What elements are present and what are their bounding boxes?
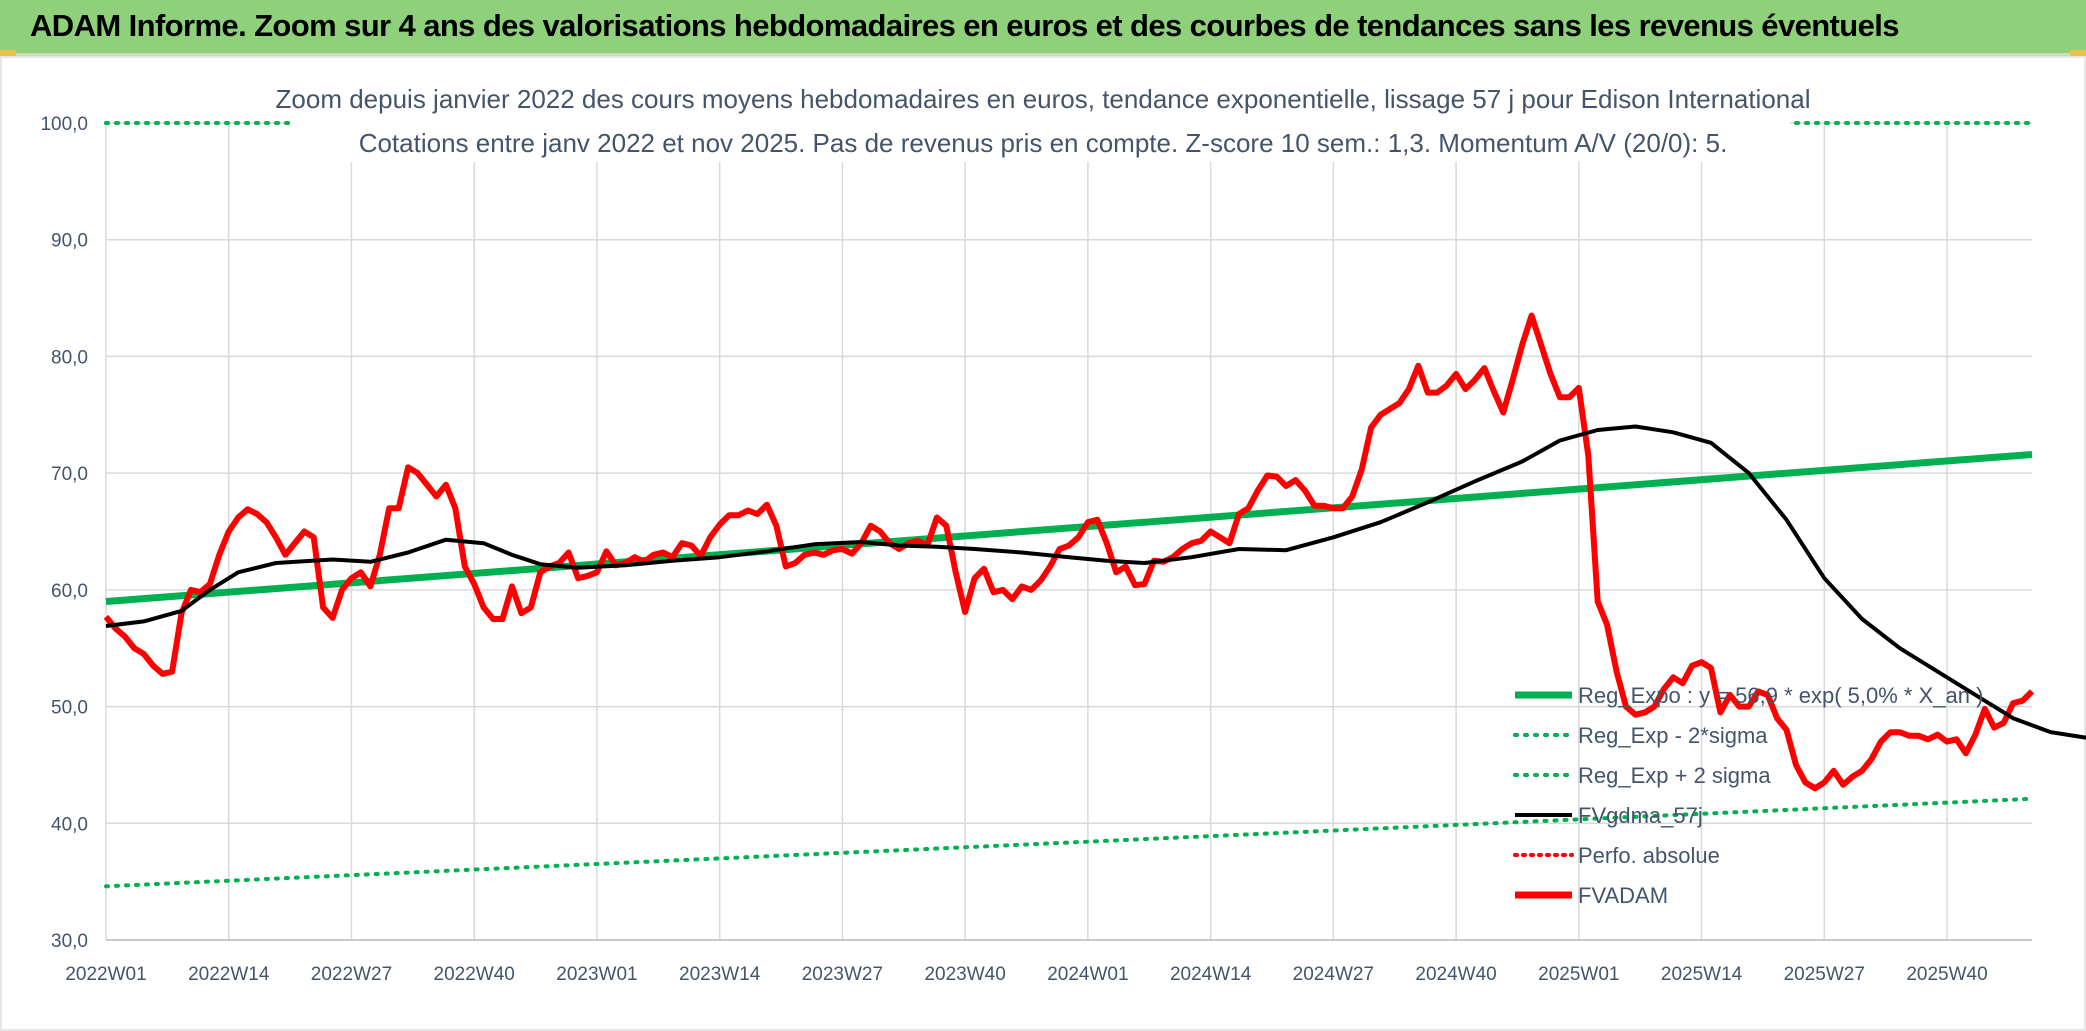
chart-subtitle-2: Cotations entre janv 2022 et nov 2025. P… xyxy=(359,128,1728,158)
series-fvadam xyxy=(103,312,2035,792)
y-tick-label: 40,0 xyxy=(51,814,88,835)
x-axis-ticks: 2022W01 2022W14 2022W27 2022W40 2023W01 2023W… xyxy=(65,964,1987,985)
report-header: ADAM Informe. Zoom sur 4 ans des valoris… xyxy=(0,0,2086,56)
y-tick-label: 100,0 xyxy=(40,114,88,135)
x-tick-label: 2023W14 xyxy=(679,964,761,985)
y-tick-label: 50,0 xyxy=(51,698,88,719)
legend-entry: Perfo. absolue xyxy=(1578,843,1720,868)
header-accent-left xyxy=(0,50,16,56)
x-tick-label: 2024W01 xyxy=(1047,964,1128,985)
x-tick-label: 2022W40 xyxy=(434,964,515,985)
chart-series xyxy=(103,121,2086,889)
x-tick-label: 2024W14 xyxy=(1170,964,1252,985)
legend-entry: Reg_Exp + 2 sigma xyxy=(1578,763,1771,788)
chart-grid xyxy=(105,122,2032,941)
subtitle-background xyxy=(290,78,1790,162)
x-tick-label: 2025W01 xyxy=(1538,964,1619,985)
y-tick-label: 70,0 xyxy=(51,464,88,485)
x-tick-label: 2022W27 xyxy=(311,964,392,985)
y-tick-label: 60,0 xyxy=(51,581,88,602)
y-axis-ticks: 100,0 90,0 80,0 70,0 60,0 50,0 40,0 30,0 xyxy=(40,114,88,952)
legend-entry: Reg_Exp - 2*sigma xyxy=(1578,723,1768,748)
x-tick-label: 2022W14 xyxy=(188,964,270,985)
x-tick-label: 2025W40 xyxy=(1906,964,1987,985)
y-tick-label: 90,0 xyxy=(51,231,88,252)
report-title: ADAM Informe. Zoom sur 4 ans des valoris… xyxy=(30,8,1900,43)
chart-subtitle-1: Zoom depuis janvier 2022 des cours moyen… xyxy=(276,84,1811,114)
y-tick-label: 80,0 xyxy=(51,347,88,368)
x-tick-label: 2023W40 xyxy=(924,964,1005,985)
header-accent-right xyxy=(2070,50,2086,56)
legend-entry: FVADAM xyxy=(1578,883,1668,908)
series-reg-expo xyxy=(105,450,2033,606)
x-tick-label: 2023W01 xyxy=(556,964,637,985)
series-reg-exp-minus-2sigma xyxy=(104,796,2034,889)
x-tick-label: 2023W27 xyxy=(802,964,883,985)
x-tick-label: 2024W40 xyxy=(1415,964,1496,985)
x-tick-label: 2022W01 xyxy=(65,964,146,985)
chart-legend: Reg_Expo : y = 56,9 * exp( 5,0% * X_an )… xyxy=(1513,683,1983,908)
legend-entry: Reg_Expo : y = 56,9 * exp( 5,0% * X_an ) xyxy=(1578,683,1983,708)
x-tick-label: 2025W27 xyxy=(1784,964,1865,985)
chart-frame xyxy=(0,56,2086,1031)
x-tick-label: 2024W27 xyxy=(1293,964,1374,985)
y-tick-label: 30,0 xyxy=(51,931,88,952)
legend-entry: FVgdma_57j xyxy=(1578,803,1703,828)
x-tick-label: 2025W14 xyxy=(1661,964,1743,985)
series-fvgdma-57j xyxy=(105,424,2086,740)
